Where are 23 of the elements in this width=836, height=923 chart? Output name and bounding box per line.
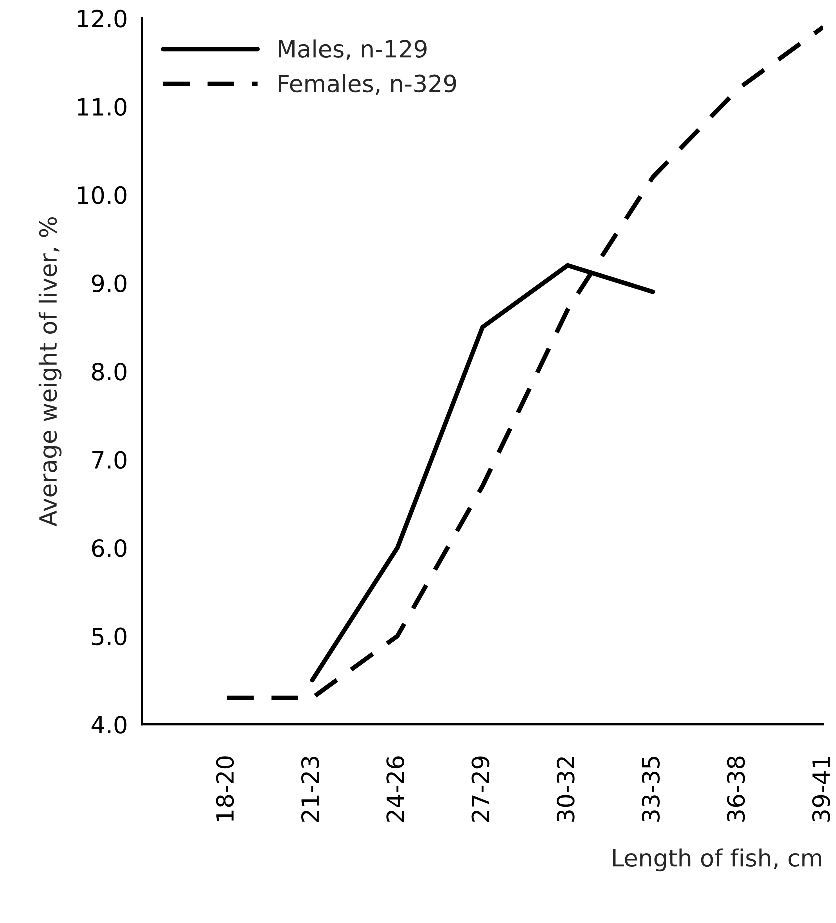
x-tick-label: 33-35	[642, 757, 660, 822]
y-tick-label: 10.0	[78, 186, 127, 204]
legend-label: Males, n-129	[279, 40, 427, 60]
y-axis-title: Average weight of liver, %	[38, 218, 62, 527]
x-tick-label: 39-41	[812, 757, 830, 822]
x-axis-title: Length of fish, cm	[613, 848, 822, 872]
x-tick-label: 21-23	[301, 757, 320, 822]
y-tick-label: 5.0	[92, 628, 127, 646]
x-tick-label: 30-32	[556, 757, 575, 822]
x-tick-label: 18-20	[216, 756, 234, 822]
y-tick-label: 7.0	[92, 451, 127, 470]
y-tick-label: 6.0	[92, 539, 127, 558]
y-tick-label: 11.0	[78, 98, 127, 116]
x-tick-label: 24-26	[386, 756, 404, 822]
legend-label: Females, n-329	[279, 74, 456, 96]
y-tick-label: 12.0	[78, 10, 127, 28]
line-series	[310, 263, 656, 683]
x-tick-label: 36-38	[727, 756, 746, 822]
y-tick-label: 4.0	[92, 716, 127, 734]
x-tick-label: 27-29	[472, 756, 490, 822]
line-series	[225, 25, 824, 700]
y-tick-label: 8.0	[92, 362, 127, 381]
y-tick-label: 9.0	[92, 274, 127, 293]
